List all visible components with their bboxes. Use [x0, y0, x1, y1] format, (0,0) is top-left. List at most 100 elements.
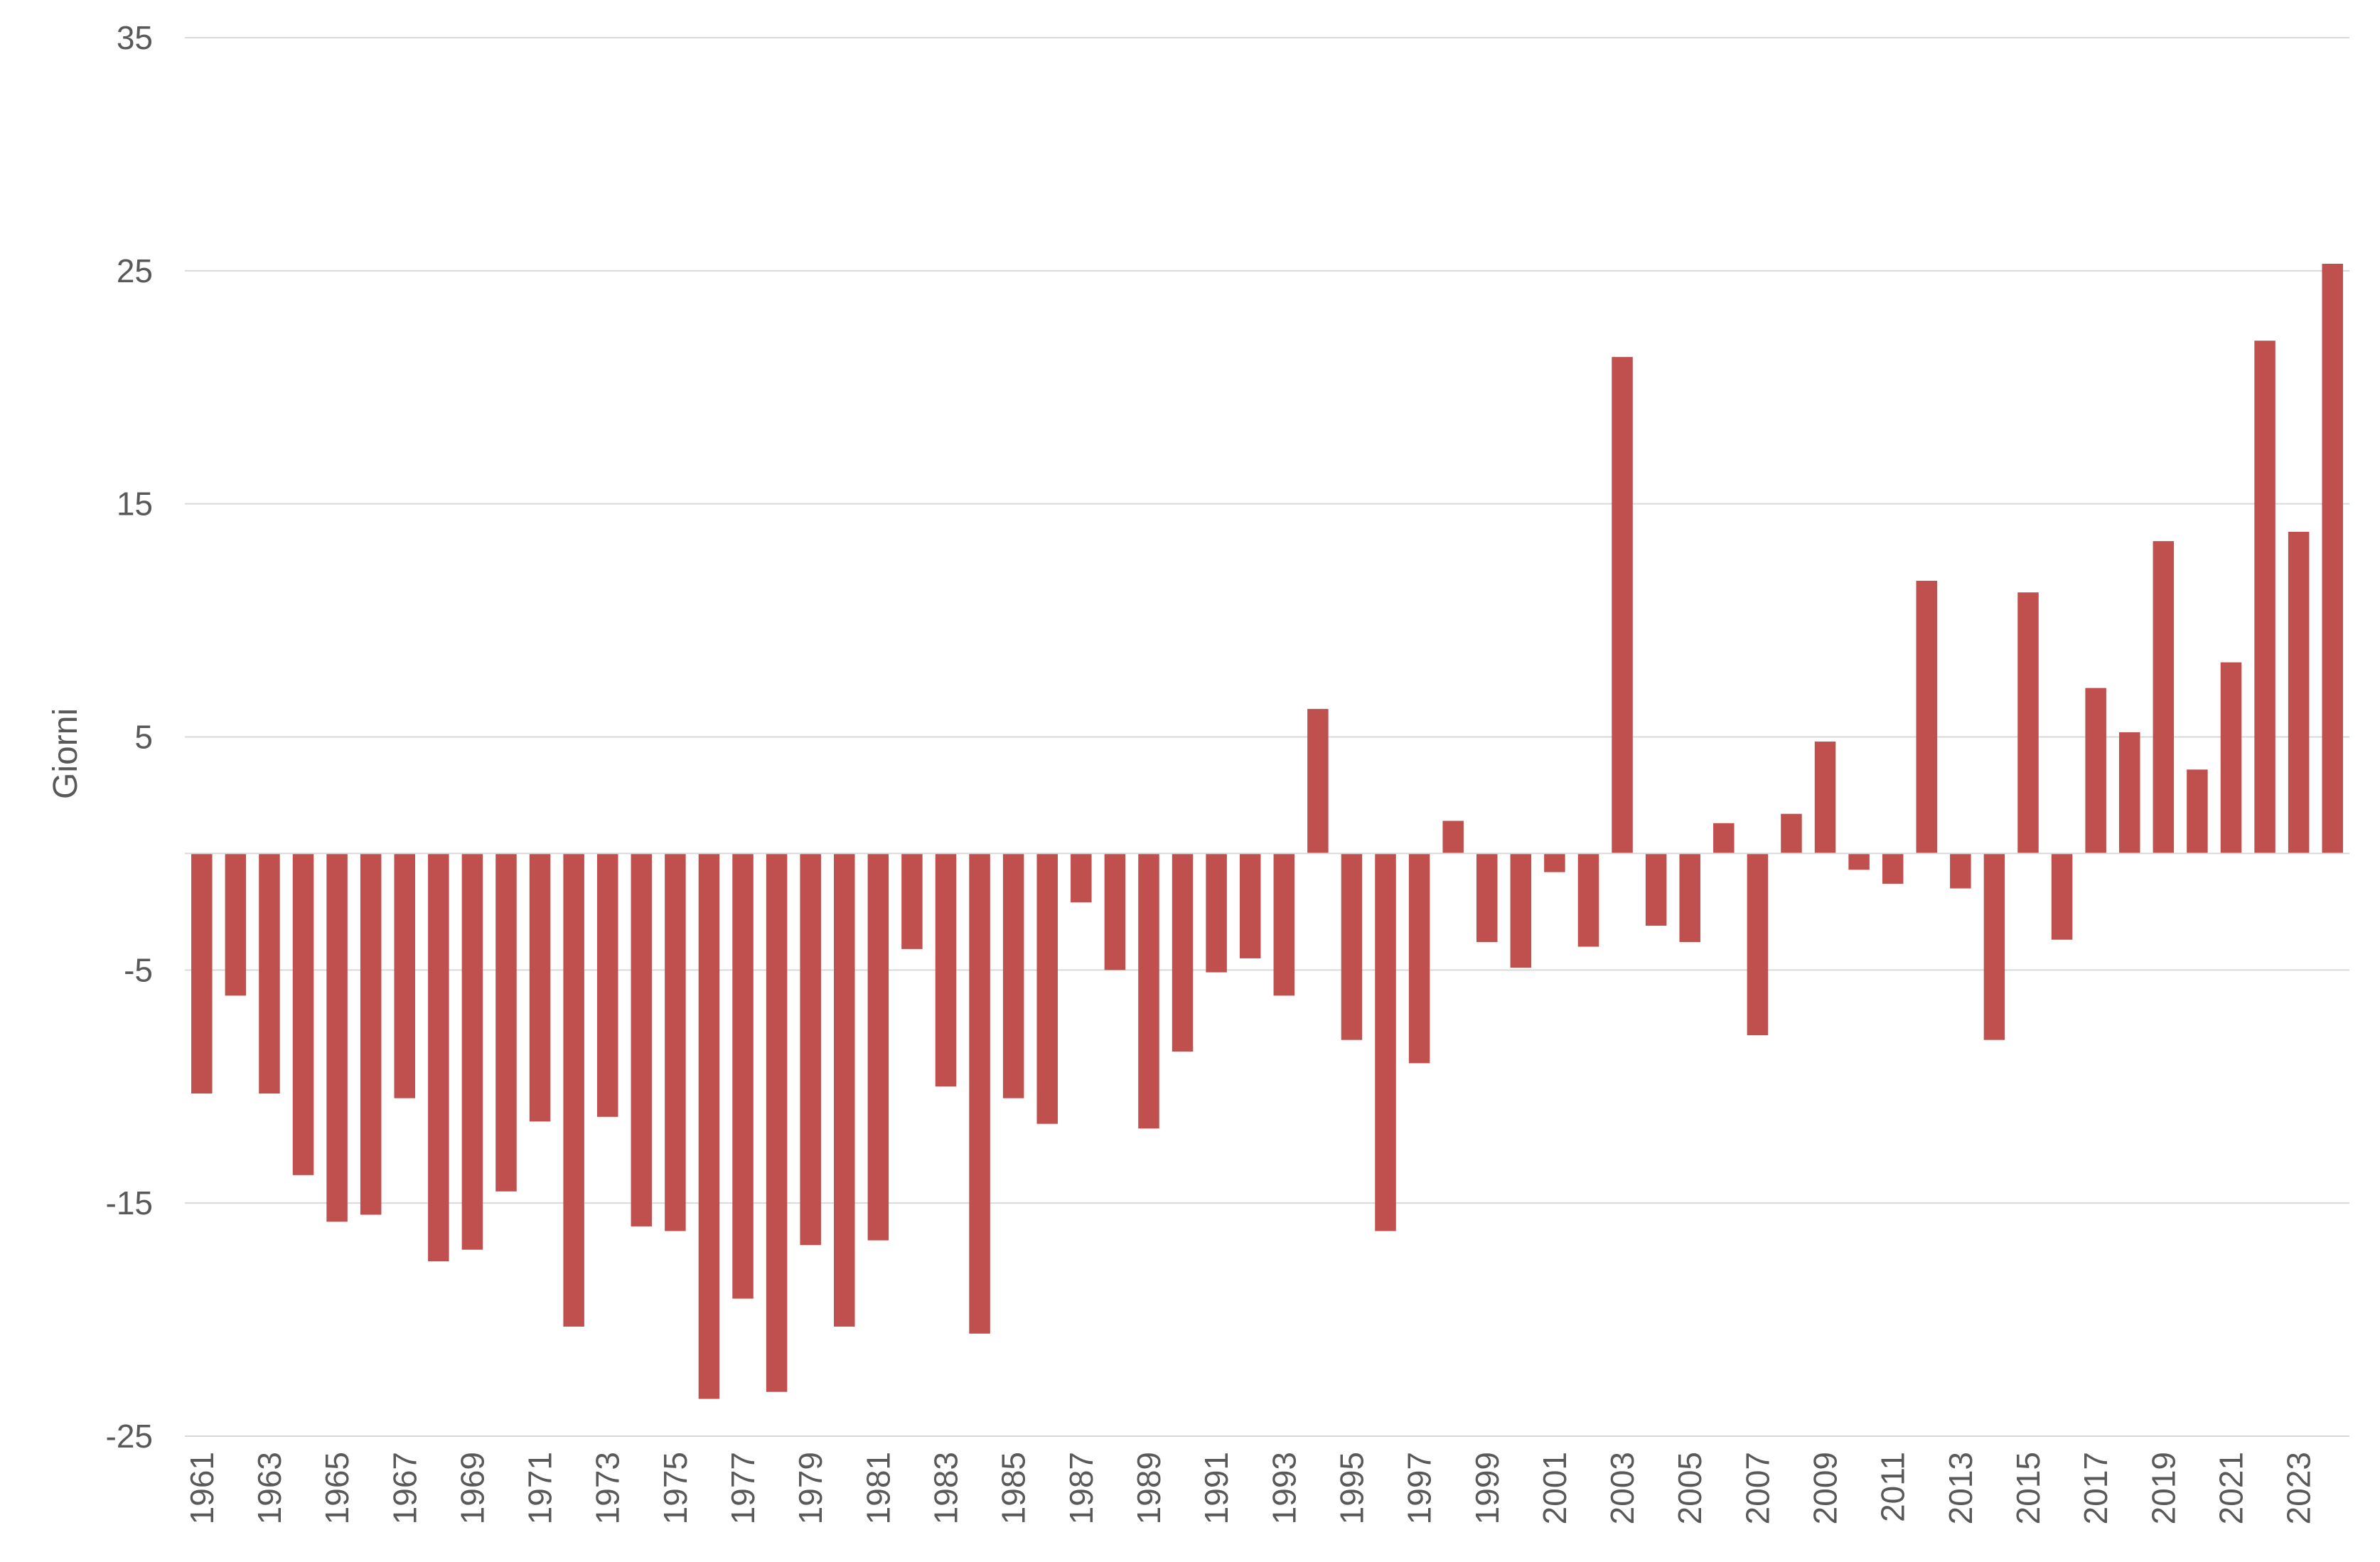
- x-tick-label: 1981: [859, 1452, 896, 1524]
- y-tick-labels: 35 25 15 5 -5 -15 -25: [106, 19, 153, 1455]
- x-tick-label: 2001: [1536, 1452, 1573, 1524]
- bar-1994: [1307, 709, 1329, 854]
- x-tick-label: 1971: [522, 1452, 559, 1524]
- bar-2004: [1645, 853, 1667, 926]
- x-tick-label: 1963: [251, 1452, 288, 1524]
- x-tick-label: 2009: [1807, 1452, 1844, 1524]
- bar-2007: [1747, 853, 1769, 1036]
- bar-1997: [1408, 853, 1430, 1064]
- bar-1993: [1273, 853, 1295, 996]
- bar-2013: [1950, 853, 1971, 889]
- bar-1962: [225, 853, 247, 996]
- x-tick-label: 2019: [2145, 1452, 2182, 1524]
- bar-1965: [326, 853, 348, 1222]
- bar-2024: [2322, 263, 2343, 854]
- x-tick-label: 1977: [724, 1452, 761, 1524]
- bar-2005: [1679, 853, 1700, 942]
- bar-1978: [766, 853, 788, 1392]
- bar-2008: [1781, 813, 1802, 854]
- x-tick-label: 1987: [1063, 1452, 1100, 1524]
- x-tick-label: 1973: [589, 1452, 626, 1524]
- bar-1977: [732, 853, 754, 1299]
- bar-1970: [495, 853, 517, 1192]
- x-tick-label: 1993: [1265, 1452, 1302, 1524]
- x-tick-label: 1999: [1469, 1452, 1506, 1524]
- x-tick-label: 1965: [318, 1452, 355, 1524]
- x-tick-label: 1983: [928, 1452, 965, 1524]
- bar-1998: [1442, 820, 1464, 854]
- bar-1985: [1002, 853, 1024, 1098]
- x-tick-label: 1995: [1333, 1452, 1370, 1524]
- bar-1967: [394, 853, 416, 1098]
- y-tick-label: 5: [134, 719, 153, 756]
- bar-1969: [461, 853, 483, 1250]
- bar-1972: [563, 853, 584, 1327]
- x-tick-label: 1969: [454, 1452, 491, 1524]
- bar-2010: [1848, 853, 1870, 870]
- x-tick-label: 1975: [657, 1452, 694, 1524]
- x-tick-label: 2015: [2010, 1452, 2047, 1524]
- x-tick-label: 2011: [1875, 1452, 1912, 1522]
- bar-2011: [1882, 853, 1904, 884]
- bar-2023: [2288, 532, 2310, 854]
- bar-1995: [1341, 853, 1363, 1040]
- bar-1983: [935, 853, 957, 1087]
- x-tick-label: 2003: [1604, 1452, 1641, 1524]
- x-tick-label: 1991: [1198, 1452, 1235, 1524]
- y-axis-title: Giorni: [47, 708, 85, 799]
- bar-1999: [1476, 853, 1498, 942]
- x-tick-label: 2017: [2077, 1452, 2114, 1524]
- bar-1990: [1172, 853, 1194, 1052]
- x-tick-label: 1967: [386, 1452, 423, 1524]
- x-tick-label: 1961: [183, 1452, 220, 1524]
- x-tick-label: 1985: [995, 1452, 1032, 1524]
- bar-2016: [2051, 853, 2073, 940]
- bar-2006: [1713, 823, 1735, 854]
- bar-1971: [529, 853, 551, 1122]
- bar-1975: [665, 853, 686, 1231]
- bar-1981: [867, 853, 889, 1241]
- bar-1992: [1239, 853, 1261, 958]
- bar-2014: [1983, 853, 2005, 1040]
- x-tick-label: 1979: [792, 1452, 829, 1524]
- bars: [191, 263, 2343, 1399]
- y-tick-label: -25: [106, 1418, 153, 1455]
- bar-1964: [292, 853, 314, 1175]
- bar-2000: [1510, 853, 1532, 968]
- bar-2020: [2187, 769, 2208, 854]
- bar-1968: [428, 853, 449, 1262]
- bar-2002: [1577, 853, 1599, 947]
- bar-1988: [1104, 853, 1126, 970]
- bar-1973: [596, 853, 618, 1117]
- bar-1996: [1375, 853, 1396, 1231]
- y-tick-label: -15: [106, 1184, 153, 1221]
- bar-1974: [631, 853, 653, 1226]
- y-tick-label: 35: [117, 19, 153, 56]
- x-tick-label: 2023: [2280, 1452, 2317, 1524]
- bar-2019: [2153, 541, 2175, 854]
- bar-1982: [901, 853, 923, 949]
- bar-2017: [2085, 688, 2106, 854]
- bar-2012: [1916, 580, 1938, 854]
- bar-1979: [800, 853, 821, 1246]
- x-tick-label: 2013: [1942, 1452, 1979, 1524]
- bar-1989: [1138, 853, 1159, 1129]
- bar-1966: [360, 853, 382, 1215]
- y-tick-label: 25: [117, 252, 153, 289]
- bar-2015: [2017, 592, 2039, 854]
- bar-2022: [2254, 341, 2276, 854]
- y-tick-label: -5: [124, 951, 153, 988]
- bar-1991: [1206, 853, 1227, 973]
- x-tick-label: 2005: [1671, 1452, 1708, 1524]
- x-tick-label: 2007: [1739, 1452, 1776, 1524]
- x-tick-labels: 1961 1963 1965 1967 1969 1971 1973 1975 1977 1979…: [183, 1452, 2317, 1524]
- bar-1961: [191, 853, 213, 1094]
- y-tick-label: 15: [117, 486, 153, 523]
- bar-2018: [2118, 732, 2140, 854]
- bar-2003: [1612, 357, 1633, 854]
- bar-2001: [1544, 853, 1565, 872]
- bar-1980: [834, 853, 855, 1327]
- bar-2021: [2220, 662, 2242, 854]
